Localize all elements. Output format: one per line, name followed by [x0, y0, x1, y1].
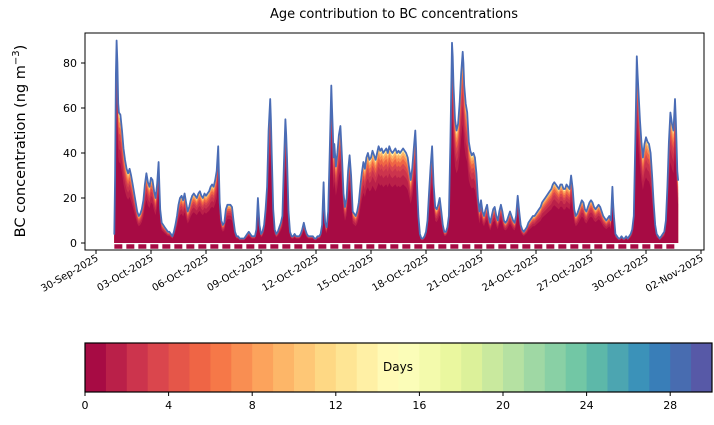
y-axis-label-superscript: −3 — [11, 50, 23, 66]
colorbar-segment — [565, 343, 587, 392]
colorbar-segment — [377, 343, 399, 392]
colorbar-segment — [294, 343, 316, 392]
colorbar-segment — [168, 343, 190, 392]
x-tick-label: 12-Oct-2025 — [260, 253, 320, 294]
plot-border — [84, 32, 705, 251]
colorbar-segment — [503, 343, 525, 392]
x-tick-label: 30-Sep-2025 — [39, 253, 100, 295]
x-tick-label: 18-Oct-2025 — [370, 253, 430, 294]
colorbar-segment — [544, 343, 567, 392]
x-tick-label: 21-Oct-2025 — [425, 253, 485, 294]
colorbar-segment — [105, 343, 128, 392]
colorbar-tick-label: 8 — [249, 399, 256, 412]
x-tick-label: 06-Oct-2025 — [150, 253, 210, 294]
colorbar-segment — [691, 343, 713, 392]
colorbar-segment — [607, 343, 629, 392]
total-line — [113, 39, 679, 240]
colorbar-segment — [126, 343, 149, 392]
colorbar-segment — [356, 343, 378, 392]
colorbar-segment — [273, 343, 295, 392]
colorbar-segment — [398, 343, 420, 392]
colorbar-tick-label: 28 — [663, 399, 677, 412]
colorbar-tick-label: 20 — [496, 399, 510, 412]
colorbar-segment — [419, 343, 441, 392]
y-axis-label-text: BC concentration (ng m — [12, 65, 29, 238]
colorbar-tick-label: 12 — [329, 399, 343, 412]
y-axis-label-close: ) — [12, 44, 29, 51]
y-axis-label: BC concentration (ng m−3) — [11, 45, 29, 238]
colorbar-segment — [482, 343, 504, 392]
y-tick-label: 0 — [70, 237, 77, 250]
colorbar-tick-label: 24 — [580, 399, 594, 412]
colorbar-segment — [314, 343, 337, 392]
colorbar-segment — [85, 343, 107, 392]
colorbar-label: Days — [383, 360, 413, 374]
colorbar-segment — [523, 343, 546, 392]
colorbar-tick-label: 4 — [165, 399, 172, 412]
colorbar-segment — [440, 343, 462, 392]
colorbar-segment — [210, 343, 232, 392]
colorbar-segment — [628, 343, 650, 392]
colorbar-segment — [670, 343, 692, 392]
colorbar-segment — [586, 343, 608, 392]
x-tick-label: 09-Oct-2025 — [205, 253, 265, 294]
colorbar-segment — [461, 343, 483, 392]
colorbar-segment — [335, 343, 358, 392]
y-tick-label: 40 — [63, 147, 77, 160]
y-tick-label: 80 — [63, 57, 77, 70]
colorbar-segment — [189, 343, 211, 392]
colorbar-segment — [231, 343, 253, 392]
x-tick-label: 15-Oct-2025 — [315, 253, 375, 294]
chart-title: Age contribution to BC concentrations — [269, 7, 519, 22]
colorbar-tick-label: 16 — [412, 399, 426, 412]
y-tick-label: 60 — [63, 102, 77, 115]
colorbar-segment — [649, 343, 671, 392]
colorbar-segment — [252, 343, 274, 392]
x-tick-label: 30-Oct-2025 — [590, 253, 650, 294]
colorbar-border — [84, 342, 713, 393]
x-tick-label: 03-Oct-2025 — [95, 253, 155, 294]
x-tick-label: 02-Nov-2025 — [644, 253, 705, 295]
x-tick-label: 24-Oct-2025 — [480, 253, 540, 294]
colorbar-tick-label: 0 — [82, 399, 89, 412]
y-tick-label: 20 — [63, 192, 77, 205]
x-tick-label: 27-Oct-2025 — [535, 253, 595, 294]
colorbar-segment — [147, 343, 169, 392]
stacked-area-layer-age-0 — [114, 117, 679, 243]
